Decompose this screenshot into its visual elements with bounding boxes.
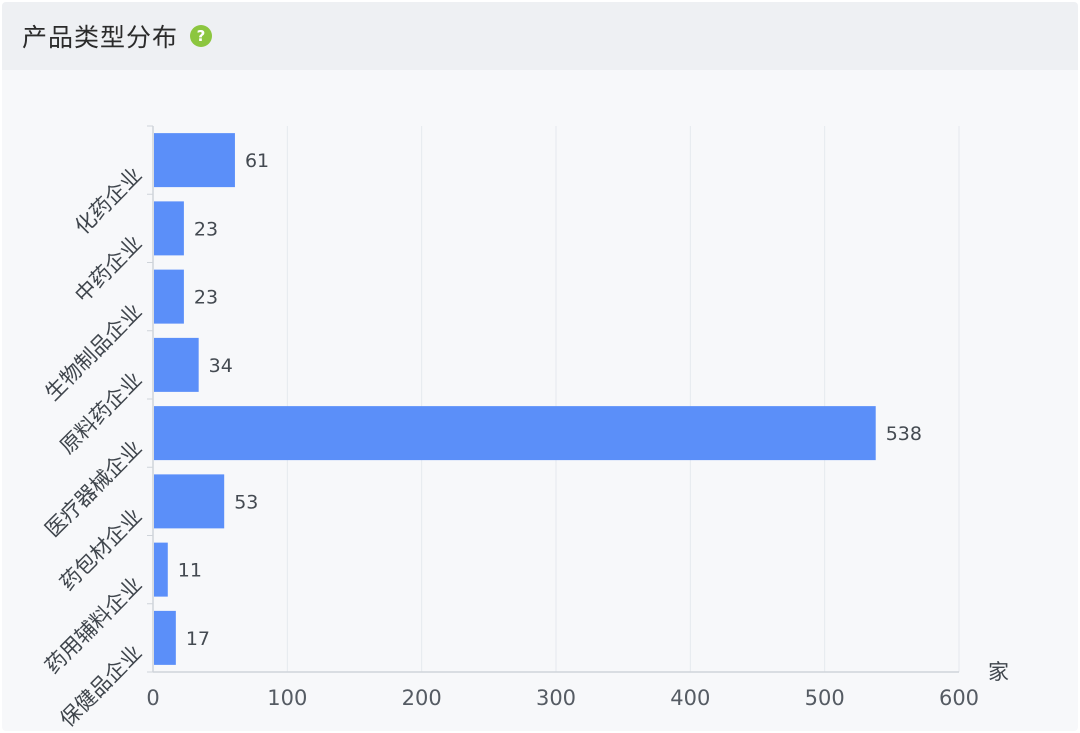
x-tick-label: 400 [670,686,710,710]
bar [154,133,235,188]
bar [154,406,876,461]
x-unit-label: 家 [988,660,1009,684]
x-tick-label: 500 [805,686,845,710]
bar [154,474,225,529]
data-label: 538 [886,423,922,445]
data-label: 34 [209,355,233,377]
x-tick-label: 600 [939,686,979,710]
card-header: 产品类型分布 ? [2,2,1078,70]
question-mark-icon[interactable]: ? [190,25,213,47]
data-label: 23 [194,287,218,309]
data-label: 17 [186,628,210,650]
x-tick-label: 0 [146,686,159,710]
bar [154,610,176,665]
data-label: 11 [178,560,202,582]
x-tick-label: 300 [536,686,576,710]
x-tick-label: 200 [402,686,442,710]
data-label: 23 [194,218,218,240]
bar [154,269,184,324]
category-label: 中药企业 [70,231,146,307]
card-title: 产品类型分布 [22,23,179,52]
bar [154,337,199,392]
x-tick-label: 100 [267,686,307,710]
bar [154,201,184,256]
data-label: 61 [245,150,269,172]
category-label: 化药企业 [70,163,146,239]
bar [154,542,168,597]
data-label: 53 [234,491,258,513]
